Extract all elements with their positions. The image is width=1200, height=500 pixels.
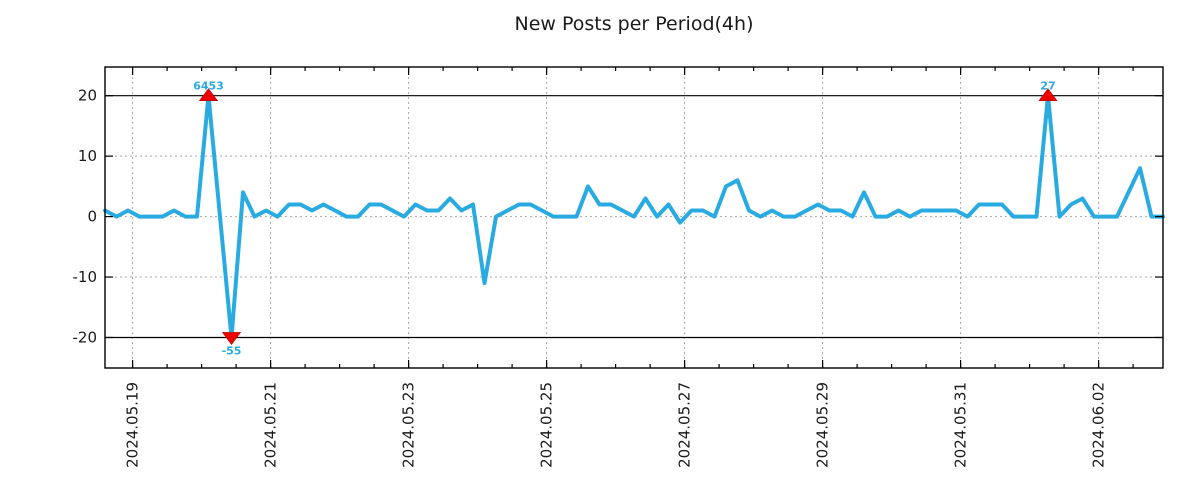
y-tick-label: 0 [87,208,97,226]
x-tick-label: 2024.06.02 [1090,382,1108,468]
peak-marker-icon [198,88,219,102]
y-tick-label: -20 [73,328,98,346]
x-tick-label: 2024.05.31 [952,382,970,468]
x-tick-label: 2024.05.21 [262,382,280,468]
plot-border [104,66,1164,369]
y-tick-label: 20 [78,87,97,105]
y-tick-label: 10 [78,147,97,165]
chart-title: New Posts per Period(4h) [515,13,754,35]
trough-marker-icon [221,332,242,345]
x-tick-label: 2024.05.27 [676,382,694,468]
peak-value-label: 6453 [193,80,224,93]
y-tick-label: -10 [73,268,98,286]
x-tick-label: 2024.05.25 [538,382,556,468]
peak-value-label: 27 [1040,80,1055,93]
x-tick-label: 2024.05.19 [124,382,142,468]
trough-value-label: -55 [222,344,242,357]
plot-area: 6453 -55 27 2024.05.19 2024.05.21 2024.05.23 2… [73,66,1165,468]
data-series-line [103,93,1165,340]
peak-marker-icon [1038,88,1058,102]
x-tick-label: 2024.05.29 [814,382,832,468]
x-tick-label: 2024.05.23 [400,382,418,468]
